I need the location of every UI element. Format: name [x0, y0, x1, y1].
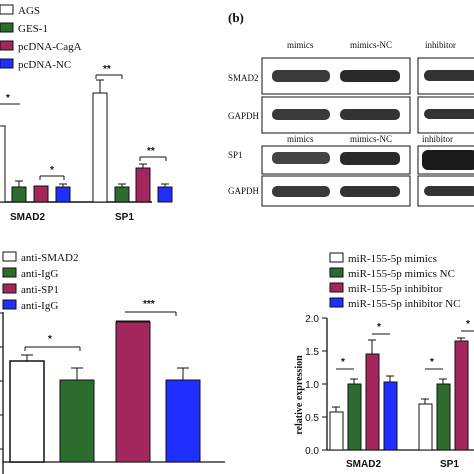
row-label-gapdh-1: GAPDH: [228, 111, 260, 121]
legend-swatch-inhibitor: [329, 282, 344, 293]
legend-label-ags: AGS: [18, 5, 40, 17]
blot1-col-mimics: mimics: [287, 40, 314, 50]
legend-swatch-inhibitor-nc: [329, 297, 344, 308]
bar-smad2-ges1: [11, 186, 27, 203]
bar-br-sp1-mimics: [418, 403, 433, 451]
band-sp1-mimics: [272, 152, 330, 164]
bar-smad2-pcdna-nc: [55, 186, 71, 203]
row-label-sp1: SP1: [228, 150, 243, 160]
bar-br-sp1-inhibitor: [454, 340, 469, 451]
band-smad2-mimics-nc: [340, 70, 400, 82]
bar-anti-sp1: [115, 321, 151, 463]
legend-bottom-right: miR-155-5p mimics miR-155-5p mimics NC m…: [329, 252, 460, 310]
legend-label-mimics: miR-155-5p mimics: [348, 253, 437, 265]
band-gapdh1-mimics: [272, 109, 330, 120]
band-smad2-mimics: [272, 70, 330, 82]
bar-anti-smad2: [9, 360, 45, 463]
band-smad2-inhibitor: [424, 70, 474, 81]
panel-b-western-blots: (b) mimics mimics-NC inhibitor SMAD2 GAP…: [228, 10, 474, 207]
legend-label-inhibitor-nc: miR-155-5p inhibitor NC: [348, 298, 460, 310]
legend-swatch-pcdna-caga: [0, 40, 14, 51]
sig-sp1-2: **: [147, 146, 155, 157]
y-tick-1-0: 1.0: [305, 380, 319, 391]
row-label-smad2: SMAD2: [228, 73, 259, 83]
blot2-col-inhibitor: inhibitor: [422, 134, 453, 144]
bar-sp1-ges1: [114, 186, 130, 203]
sig-smad2-1: *: [6, 93, 10, 104]
row-label-gapdh-2: GAPDH: [228, 186, 260, 196]
band-gapdh2-inhibitor: [424, 186, 474, 196]
chart-bottom-left: anti-SMAD2 anti-IgG anti-SP1 anti-IgG * …: [0, 251, 225, 474]
bar-sp1-pcdna-nc: [157, 186, 173, 203]
legend-swatch-anti-igg-2: [2, 299, 17, 310]
chart-top-left: AGS GES-1 pcDNA-CagA pcDNA-NC *: [0, 4, 173, 223]
legend-swatch-mimics-nc: [329, 267, 344, 278]
legend-swatch-anti-smad2: [2, 251, 17, 262]
sig-br-sp1-2: *: [466, 319, 470, 330]
blot1-col-inhibitor: inhibitor: [425, 40, 456, 50]
y-tick-2-0: 2.0: [305, 314, 319, 325]
band-sp1-inhibitor: [422, 150, 474, 170]
legend-swatch-mimics: [329, 252, 344, 263]
legend-label-anti-sp1: anti-SP1: [21, 284, 59, 296]
legend-bottom-left: anti-SMAD2 anti-IgG anti-SP1 anti-IgG: [2, 251, 78, 312]
legend-swatch-ges1: [0, 22, 14, 33]
legend-label-pcdna-nc: pcDNA-NC: [18, 59, 71, 71]
bar-br-smad2-inhibitor: [365, 353, 380, 451]
sig-sp1-1: **: [103, 64, 111, 75]
category-label-br-sp1: SP1: [440, 459, 459, 470]
legend-label-mimics-nc: miR-155-5p mimics NC: [348, 268, 455, 280]
band-sp1-mimics-nc: [340, 152, 400, 165]
bar-smad2-pcdna-caga: [33, 185, 49, 203]
bar-anti-igg-1: [59, 379, 95, 463]
panel-label-b: (b): [228, 10, 244, 25]
bar-smad2-ags: [0, 125, 6, 203]
y-tick-0: 0.0: [305, 446, 319, 457]
legend-swatch-pcdna-nc: [0, 58, 14, 69]
bar-br-sp1-mimics-nc: [436, 383, 451, 451]
bar-sp1-pcdna-caga: [135, 167, 151, 203]
legend-swatch-anti-igg-1: [2, 267, 17, 278]
legend-label-inhibitor: miR-155-5p inhibitor: [348, 283, 443, 295]
band-gapdh1-mimics-nc: [340, 109, 400, 120]
legend-swatch-anti-sp1: [2, 283, 17, 294]
category-label-br-smad2: SMAD2: [346, 459, 381, 470]
legend-label-anti-smad2: anti-SMAD2: [21, 252, 78, 264]
blot2-col-mimics: mimics: [287, 134, 314, 144]
sig-br-smad2-1: *: [341, 357, 345, 368]
category-label-smad2: SMAD2: [10, 212, 45, 223]
y-tick-0-5: 0.5: [305, 413, 319, 424]
sig-rip-smad2: *: [48, 334, 52, 345]
sig-br-sp1-1: *: [430, 357, 434, 368]
chart-bottom-right: miR-155-5p mimics miR-155-5p mimics NC m…: [294, 252, 474, 470]
sig-rip-sp1: ***: [143, 299, 155, 310]
y-tick-1-5: 1.5: [305, 347, 319, 358]
legend-label-anti-igg-2: anti-IgG: [21, 300, 58, 312]
bar-sp1-ags: [92, 92, 108, 203]
y-axis-title-bottom-right: relative expression: [294, 355, 305, 435]
band-gapdh2-mimics: [272, 186, 330, 197]
category-label-sp1: SP1: [115, 212, 134, 223]
legend-label-anti-igg-1: anti-IgG: [21, 268, 58, 280]
band-gapdh1-inhibitor: [424, 109, 474, 119]
bar-br-smad2-mimics: [329, 411, 344, 451]
bar-br-smad2-inhibitor-nc: [383, 381, 398, 451]
legend-top-left: AGS GES-1 pcDNA-CagA pcDNA-NC: [0, 4, 82, 71]
legend-label-pcdna-caga: pcDNA-CagA: [18, 41, 82, 53]
bar-anti-igg-2: [165, 379, 201, 463]
sig-smad2-2: *: [50, 165, 54, 176]
legend-swatch-ags: [0, 4, 14, 15]
blot2-col-mimics-nc: mimics-NC: [350, 134, 392, 144]
legend-label-ges1: GES-1: [18, 23, 48, 35]
blot1-col-mimics-nc: mimics-NC: [350, 40, 392, 50]
sig-br-smad2-2: *: [377, 322, 381, 333]
bar-br-smad2-mimics-nc: [347, 383, 362, 451]
band-gapdh2-mimics-nc: [340, 186, 400, 197]
